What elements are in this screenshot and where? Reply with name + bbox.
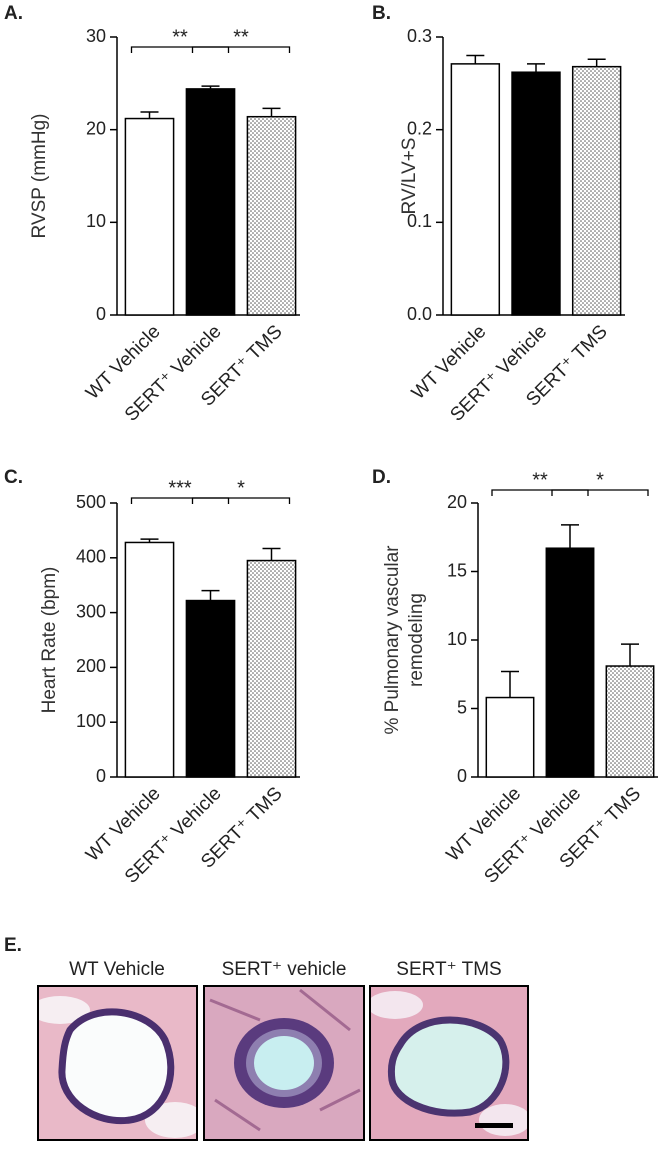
bar bbox=[246, 559, 297, 778]
y-axis-label: RV/LV+S bbox=[399, 138, 420, 215]
micrograph bbox=[370, 986, 528, 1140]
significance-bracket bbox=[551, 489, 649, 496]
significance-label: *** bbox=[168, 477, 192, 499]
y-tick-label: 30 bbox=[86, 26, 106, 46]
significance-bracket bbox=[130, 497, 230, 504]
y-tick-label: 0.2 bbox=[407, 118, 432, 138]
y-tick-label: 0 bbox=[96, 304, 106, 324]
significance-label: * bbox=[237, 477, 245, 499]
y-tick-label: 20 bbox=[86, 118, 106, 138]
y-axis-label: % Pulmonary vascular bbox=[382, 545, 403, 735]
bar bbox=[450, 63, 501, 316]
y-tick-label: 10 bbox=[447, 629, 467, 649]
y-tick-label: 10 bbox=[86, 211, 106, 231]
bar bbox=[545, 547, 595, 778]
bar bbox=[571, 65, 622, 316]
bar bbox=[485, 696, 535, 778]
y-tick-label: 0.0 bbox=[407, 304, 432, 324]
significance-bracket bbox=[130, 46, 230, 53]
y-axis-label: Heart Rate (bpm) bbox=[39, 567, 60, 714]
y-tick-label: 300 bbox=[76, 601, 106, 621]
significance-label: ** bbox=[233, 26, 249, 48]
bar bbox=[511, 71, 561, 316]
panel-label: E. bbox=[4, 935, 22, 956]
y-tick-label: 20 bbox=[447, 492, 467, 512]
panel-label: C. bbox=[4, 467, 23, 488]
bar bbox=[185, 88, 236, 316]
y-tick-label: 0 bbox=[96, 766, 106, 786]
y-tick-label: 200 bbox=[76, 656, 106, 676]
y-tick-label: 400 bbox=[76, 547, 106, 567]
panel-label: B. bbox=[372, 3, 391, 24]
y-axis-label: RVSP (mmHg) bbox=[29, 114, 50, 239]
y-tick-label: 0.1 bbox=[407, 211, 432, 231]
image-frame bbox=[203, 985, 365, 1141]
image-title: WT Vehicle bbox=[69, 959, 165, 980]
panel-label: A. bbox=[4, 3, 23, 24]
significance-bracket bbox=[191, 46, 291, 53]
bar bbox=[124, 117, 175, 316]
significance-bracket bbox=[491, 489, 589, 496]
image-title: SERT⁺ vehicle bbox=[222, 959, 347, 980]
significance-label: * bbox=[596, 469, 604, 491]
bar bbox=[246, 115, 297, 316]
y-axis-label: remodeling bbox=[406, 593, 427, 687]
y-tick-label: 5 bbox=[457, 697, 467, 717]
bar bbox=[605, 665, 655, 778]
y-tick-label: 0 bbox=[457, 766, 467, 786]
image-frame bbox=[369, 985, 529, 1141]
y-tick-label: 0.3 bbox=[407, 26, 432, 46]
bar bbox=[185, 599, 236, 778]
significance-label: ** bbox=[532, 469, 548, 491]
y-tick-label: 500 bbox=[76, 492, 106, 512]
significance-bracket bbox=[191, 497, 291, 504]
y-tick-label: 100 bbox=[76, 711, 106, 731]
image-frame bbox=[37, 985, 198, 1141]
significance-label: ** bbox=[172, 26, 188, 48]
image-title: SERT⁺ TMS bbox=[396, 959, 501, 980]
micrograph bbox=[38, 986, 197, 1140]
bar bbox=[124, 541, 175, 778]
panel-label: D. bbox=[372, 467, 391, 488]
micrograph bbox=[204, 986, 364, 1140]
y-tick-label: 15 bbox=[447, 560, 467, 580]
